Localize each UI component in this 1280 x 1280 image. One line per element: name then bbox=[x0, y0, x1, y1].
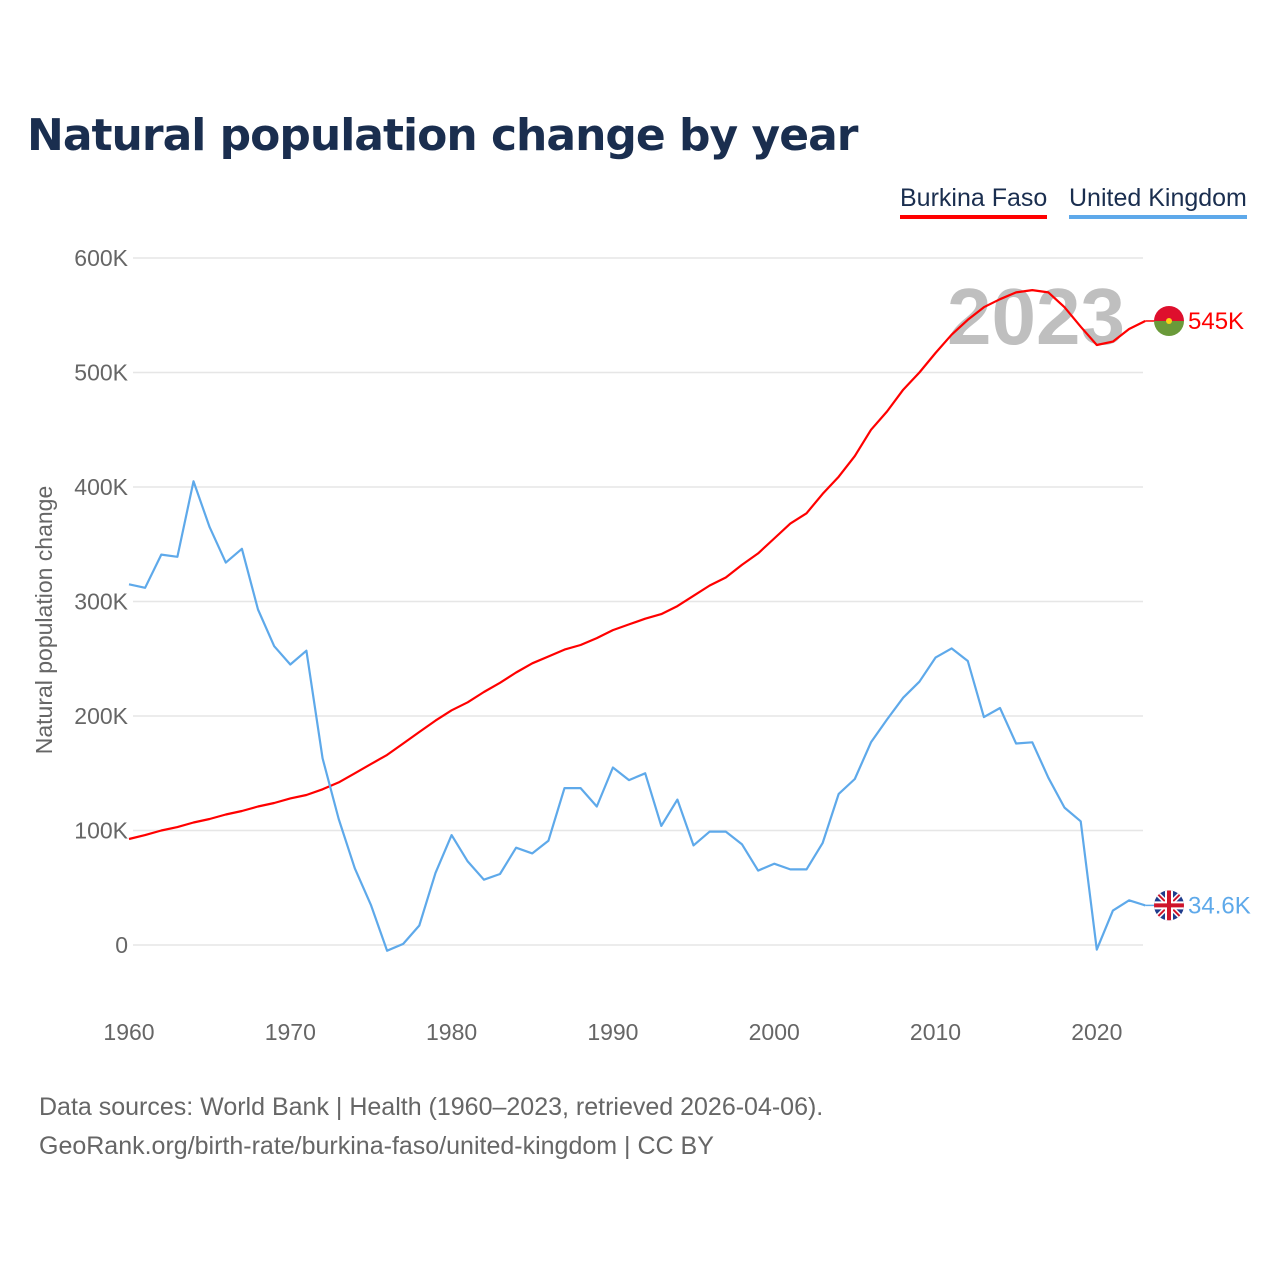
legend-item-burkina-faso[interactable]: Burkina Faso bbox=[900, 184, 1048, 219]
x-tick-label: 2000 bbox=[749, 1019, 800, 1045]
y-axis-label: Natural population change bbox=[31, 486, 57, 755]
y-tick-label: 600K bbox=[74, 245, 128, 271]
end-value-label: 545K bbox=[1188, 308, 1244, 335]
source-line-1: Data sources: World Bank | Health (1960–… bbox=[39, 1093, 824, 1121]
x-tick-label: 1960 bbox=[103, 1019, 154, 1045]
y-tick-label: 500K bbox=[74, 360, 128, 386]
x-tick-label: 1990 bbox=[587, 1019, 638, 1045]
y-tick-label: 200K bbox=[74, 703, 128, 729]
x-tick-label: 2020 bbox=[1071, 1019, 1122, 1045]
series-line-burkina-faso[interactable] bbox=[128, 289, 1146, 841]
source-line-2[interactable]: GeoRank.org/birth-rate/burkina-faso/unit… bbox=[39, 1132, 714, 1160]
end-value-label: 34.6K bbox=[1188, 892, 1251, 919]
y-tick-label: 300K bbox=[74, 589, 128, 615]
source-footer: Data sources: World Bank | Health (1960–… bbox=[39, 1088, 823, 1166]
united-kingdom-flag-icon bbox=[1154, 890, 1184, 921]
burkina-faso-flag-icon bbox=[1154, 305, 1184, 336]
x-tick-label: 1970 bbox=[265, 1019, 316, 1045]
series-line-united-kingdom[interactable] bbox=[128, 480, 1146, 952]
y-tick-label: 100K bbox=[74, 818, 128, 844]
chart-title: Natural population change by year bbox=[27, 110, 858, 161]
year-watermark: 2023 bbox=[947, 272, 1125, 361]
legend-item-united-kingdom[interactable]: United Kingdom bbox=[1069, 184, 1247, 219]
x-tick-label: 2010 bbox=[910, 1019, 961, 1045]
y-tick-label: 0 bbox=[115, 932, 128, 958]
y-tick-label: 400K bbox=[74, 474, 128, 500]
x-tick-label: 1980 bbox=[426, 1019, 477, 1045]
